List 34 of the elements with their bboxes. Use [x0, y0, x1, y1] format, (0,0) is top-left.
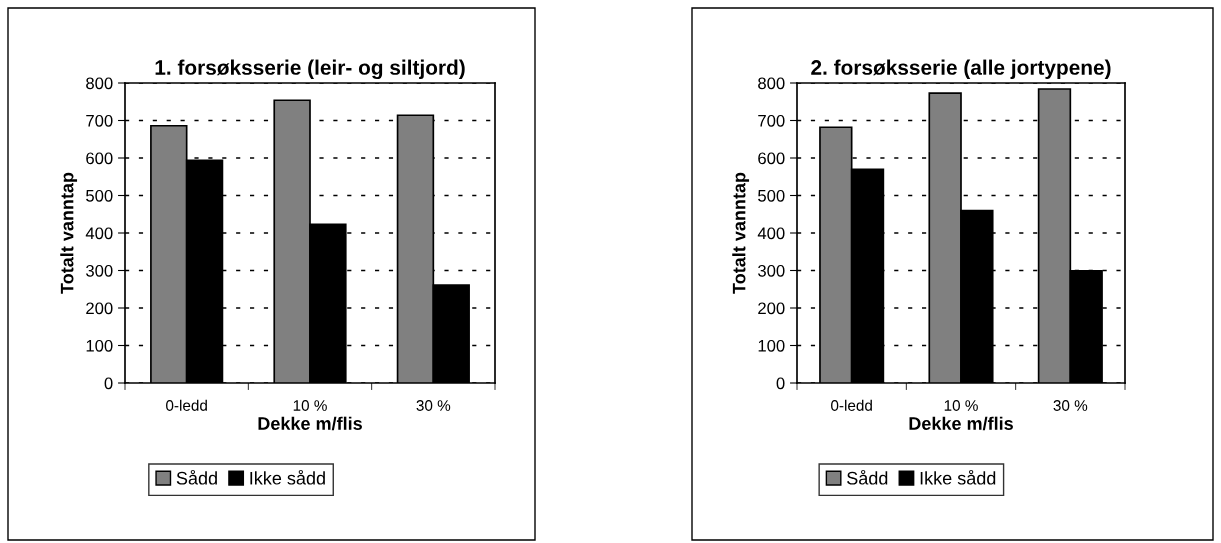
y-tick-label: 300 [86, 264, 113, 277]
y-tick-label: 700 [758, 114, 785, 127]
y-tick-label: 400 [757, 227, 785, 240]
y-tick-label: 800 [758, 77, 785, 90]
x-axis-title: Dekke m/flis [909, 416, 1013, 431]
legend-label: Sådd [847, 469, 888, 485]
y-tick-label: 600 [758, 152, 785, 165]
y-axis-title: Totalt vanntap [732, 172, 750, 294]
y-tick-label: 800 [86, 77, 113, 90]
legend-label: Sådd [176, 469, 217, 485]
y-tick-label: 100 [758, 339, 785, 352]
y-tick-label: 100 [86, 339, 113, 352]
y-tick-label: 200 [86, 302, 113, 315]
y-tick-label: 400 [85, 227, 113, 240]
x-tick-label: 0-ledd [831, 399, 872, 411]
chart-title: 1. forsøksserie (leir- og siltjord) [155, 59, 465, 80]
y-tick-label: 0 [104, 377, 113, 390]
legend-label: Ikke sådd [250, 469, 325, 485]
y-tick-label: 300 [758, 264, 785, 277]
chart-title: 2. forsøksserie (alle jortypene) [811, 59, 1111, 79]
y-tick-label: 500 [758, 189, 785, 202]
y-axis-title: Totalt vanntap [60, 172, 78, 294]
legend-label: Ikke sådd [920, 469, 996, 485]
x-axis-title: Dekke m/flis [258, 416, 362, 431]
x-tick-label: 0-ledd [166, 399, 207, 411]
y-tick-label: 600 [86, 152, 113, 165]
y-tick-label: 700 [86, 114, 113, 127]
x-tick-label: 30 % [416, 400, 451, 411]
y-tick-label: 200 [758, 302, 785, 315]
x-tick-label: 10 % [944, 400, 978, 411]
x-tick-label: 30 % [1053, 400, 1088, 411]
x-tick-label: 10 % [293, 400, 327, 411]
y-tick-label: 500 [86, 189, 113, 202]
y-tick-label: 0 [776, 377, 785, 390]
